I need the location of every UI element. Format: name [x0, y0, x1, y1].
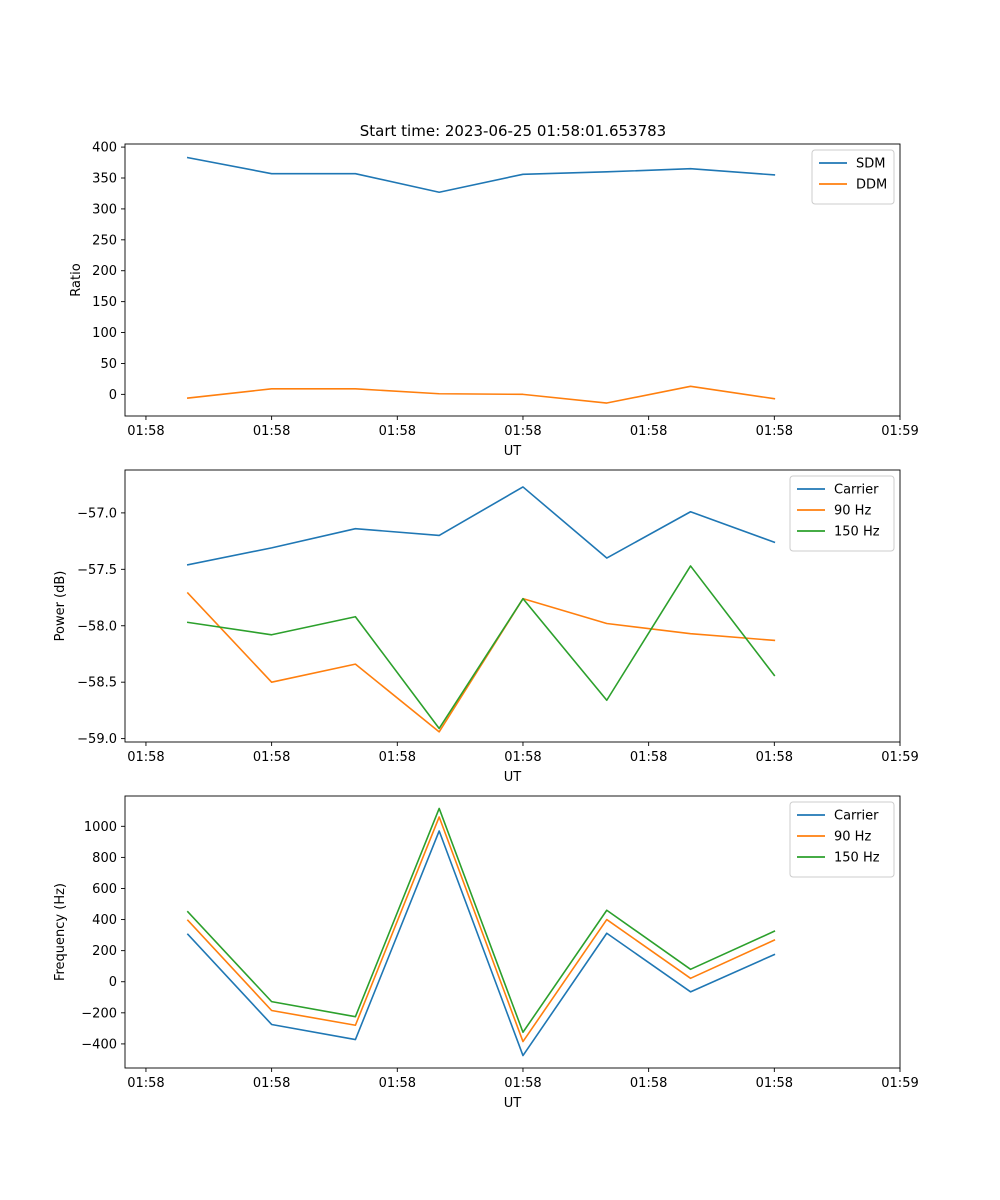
legend-label: SDM	[856, 157, 885, 172]
x-tick-label: 01:58	[630, 750, 667, 765]
legend-label: Carrier	[834, 809, 879, 824]
x-tick-label: 01:58	[379, 750, 416, 765]
x-tick-label: 01:58	[253, 750, 290, 765]
y-tick-label: 150	[92, 295, 117, 310]
y-axis-label: Power (dB)	[53, 571, 68, 642]
x-tick-label: 01:58	[127, 1076, 164, 1091]
y-tick-label: 200	[92, 944, 117, 959]
x-tick-label: 01:58	[630, 1076, 667, 1091]
legend-box	[789, 801, 895, 878]
series-line-150-hz	[186, 565, 776, 730]
chart-title: Start time: 2023-06-25 01:58:01.653783	[360, 122, 666, 140]
legend-label: 90 Hz	[834, 504, 871, 519]
y-tick-label: −58.5	[77, 676, 117, 691]
subplot-3: 01:58 01:58 01:58 01:58 01:58 01:58 01:59 −400 −…	[53, 795, 919, 1111]
subplot-1: 01:58 01:58 01:58 01:58 01:58 01:58 01:59 0 50 10…	[69, 141, 919, 459]
x-axis-label: UT	[504, 444, 522, 459]
y-tick-label: 800	[92, 851, 117, 866]
x-tick-label: 01:59	[881, 424, 918, 439]
x-tick-label: 01:59	[881, 750, 918, 765]
legend: SDM DDM	[811, 149, 895, 205]
x-tick-label: 01:58	[630, 424, 667, 439]
x-tick-label: 01:58	[504, 750, 541, 765]
y-tick-label: 300	[92, 202, 117, 217]
series-line-carrier	[186, 830, 776, 1057]
x-tick-label: 01:58	[504, 1076, 541, 1091]
plot-area-frame	[124, 143, 901, 417]
y-tick-label: −400	[81, 1037, 117, 1052]
legend: Carrier 90 Hz 150 Hz	[789, 475, 895, 552]
series-line-90-hz	[186, 816, 776, 1043]
x-tick-label: 01:58	[756, 750, 793, 765]
legend-label: Carrier	[834, 483, 879, 498]
x-tick-label: 01:58	[253, 424, 290, 439]
series-line-ddm	[186, 385, 776, 404]
y-tick-label: −200	[81, 1006, 117, 1021]
x-tick-label: 01:58	[379, 1076, 416, 1091]
legend-label: 150 Hz	[834, 525, 880, 540]
x-tick-label: 01:58	[127, 750, 164, 765]
y-axis-label: Ratio	[69, 263, 84, 296]
x-axis-label: UT	[504, 1096, 522, 1111]
x-tick-label: 01:58	[756, 424, 793, 439]
y-tick-label: 250	[92, 233, 117, 248]
x-tick-label: 01:59	[881, 1076, 918, 1091]
legend-label: DDM	[856, 178, 887, 193]
series-line-90-hz	[186, 591, 776, 733]
x-tick-label: 01:58	[127, 424, 164, 439]
x-tick-label: 01:58	[756, 1076, 793, 1091]
y-tick-label: −57.0	[77, 506, 117, 521]
y-tick-label: 50	[100, 357, 117, 372]
x-tick-label: 01:58	[253, 1076, 290, 1091]
y-tick-label: 400	[92, 913, 117, 928]
y-tick-label: 600	[92, 882, 117, 897]
x-tick-label: 01:58	[504, 424, 541, 439]
legend-label: 90 Hz	[834, 830, 871, 845]
y-axis-label: Frequency (Hz)	[53, 883, 68, 981]
y-tick-label: 200	[92, 264, 117, 279]
y-tick-label: −57.5	[77, 563, 117, 578]
x-axis-label: UT	[504, 770, 522, 785]
y-tick-label: 400	[92, 141, 117, 156]
legend-box	[789, 475, 895, 552]
series-line-150-hz	[186, 807, 776, 1034]
x-tick-label: 01:58	[379, 424, 416, 439]
plot-area-frame	[124, 469, 901, 743]
y-tick-label: −59.0	[77, 732, 117, 747]
legend-label: 150 Hz	[834, 851, 880, 866]
plot-area-frame	[124, 795, 901, 1069]
y-tick-label: 0	[109, 388, 117, 403]
series-line-carrier	[186, 486, 776, 566]
y-tick-label: 0	[109, 975, 117, 990]
y-tick-label: −58.0	[77, 619, 117, 634]
y-tick-label: 100	[92, 326, 117, 341]
subplot-2: 01:58 01:58 01:58 01:58 01:58 01:58 01:59 −59.0…	[53, 469, 919, 785]
series-line-sdm	[186, 156, 776, 194]
y-tick-label: 350	[92, 172, 117, 187]
legend: Carrier 90 Hz 150 Hz	[789, 801, 895, 878]
y-tick-label: 1000	[84, 820, 117, 835]
